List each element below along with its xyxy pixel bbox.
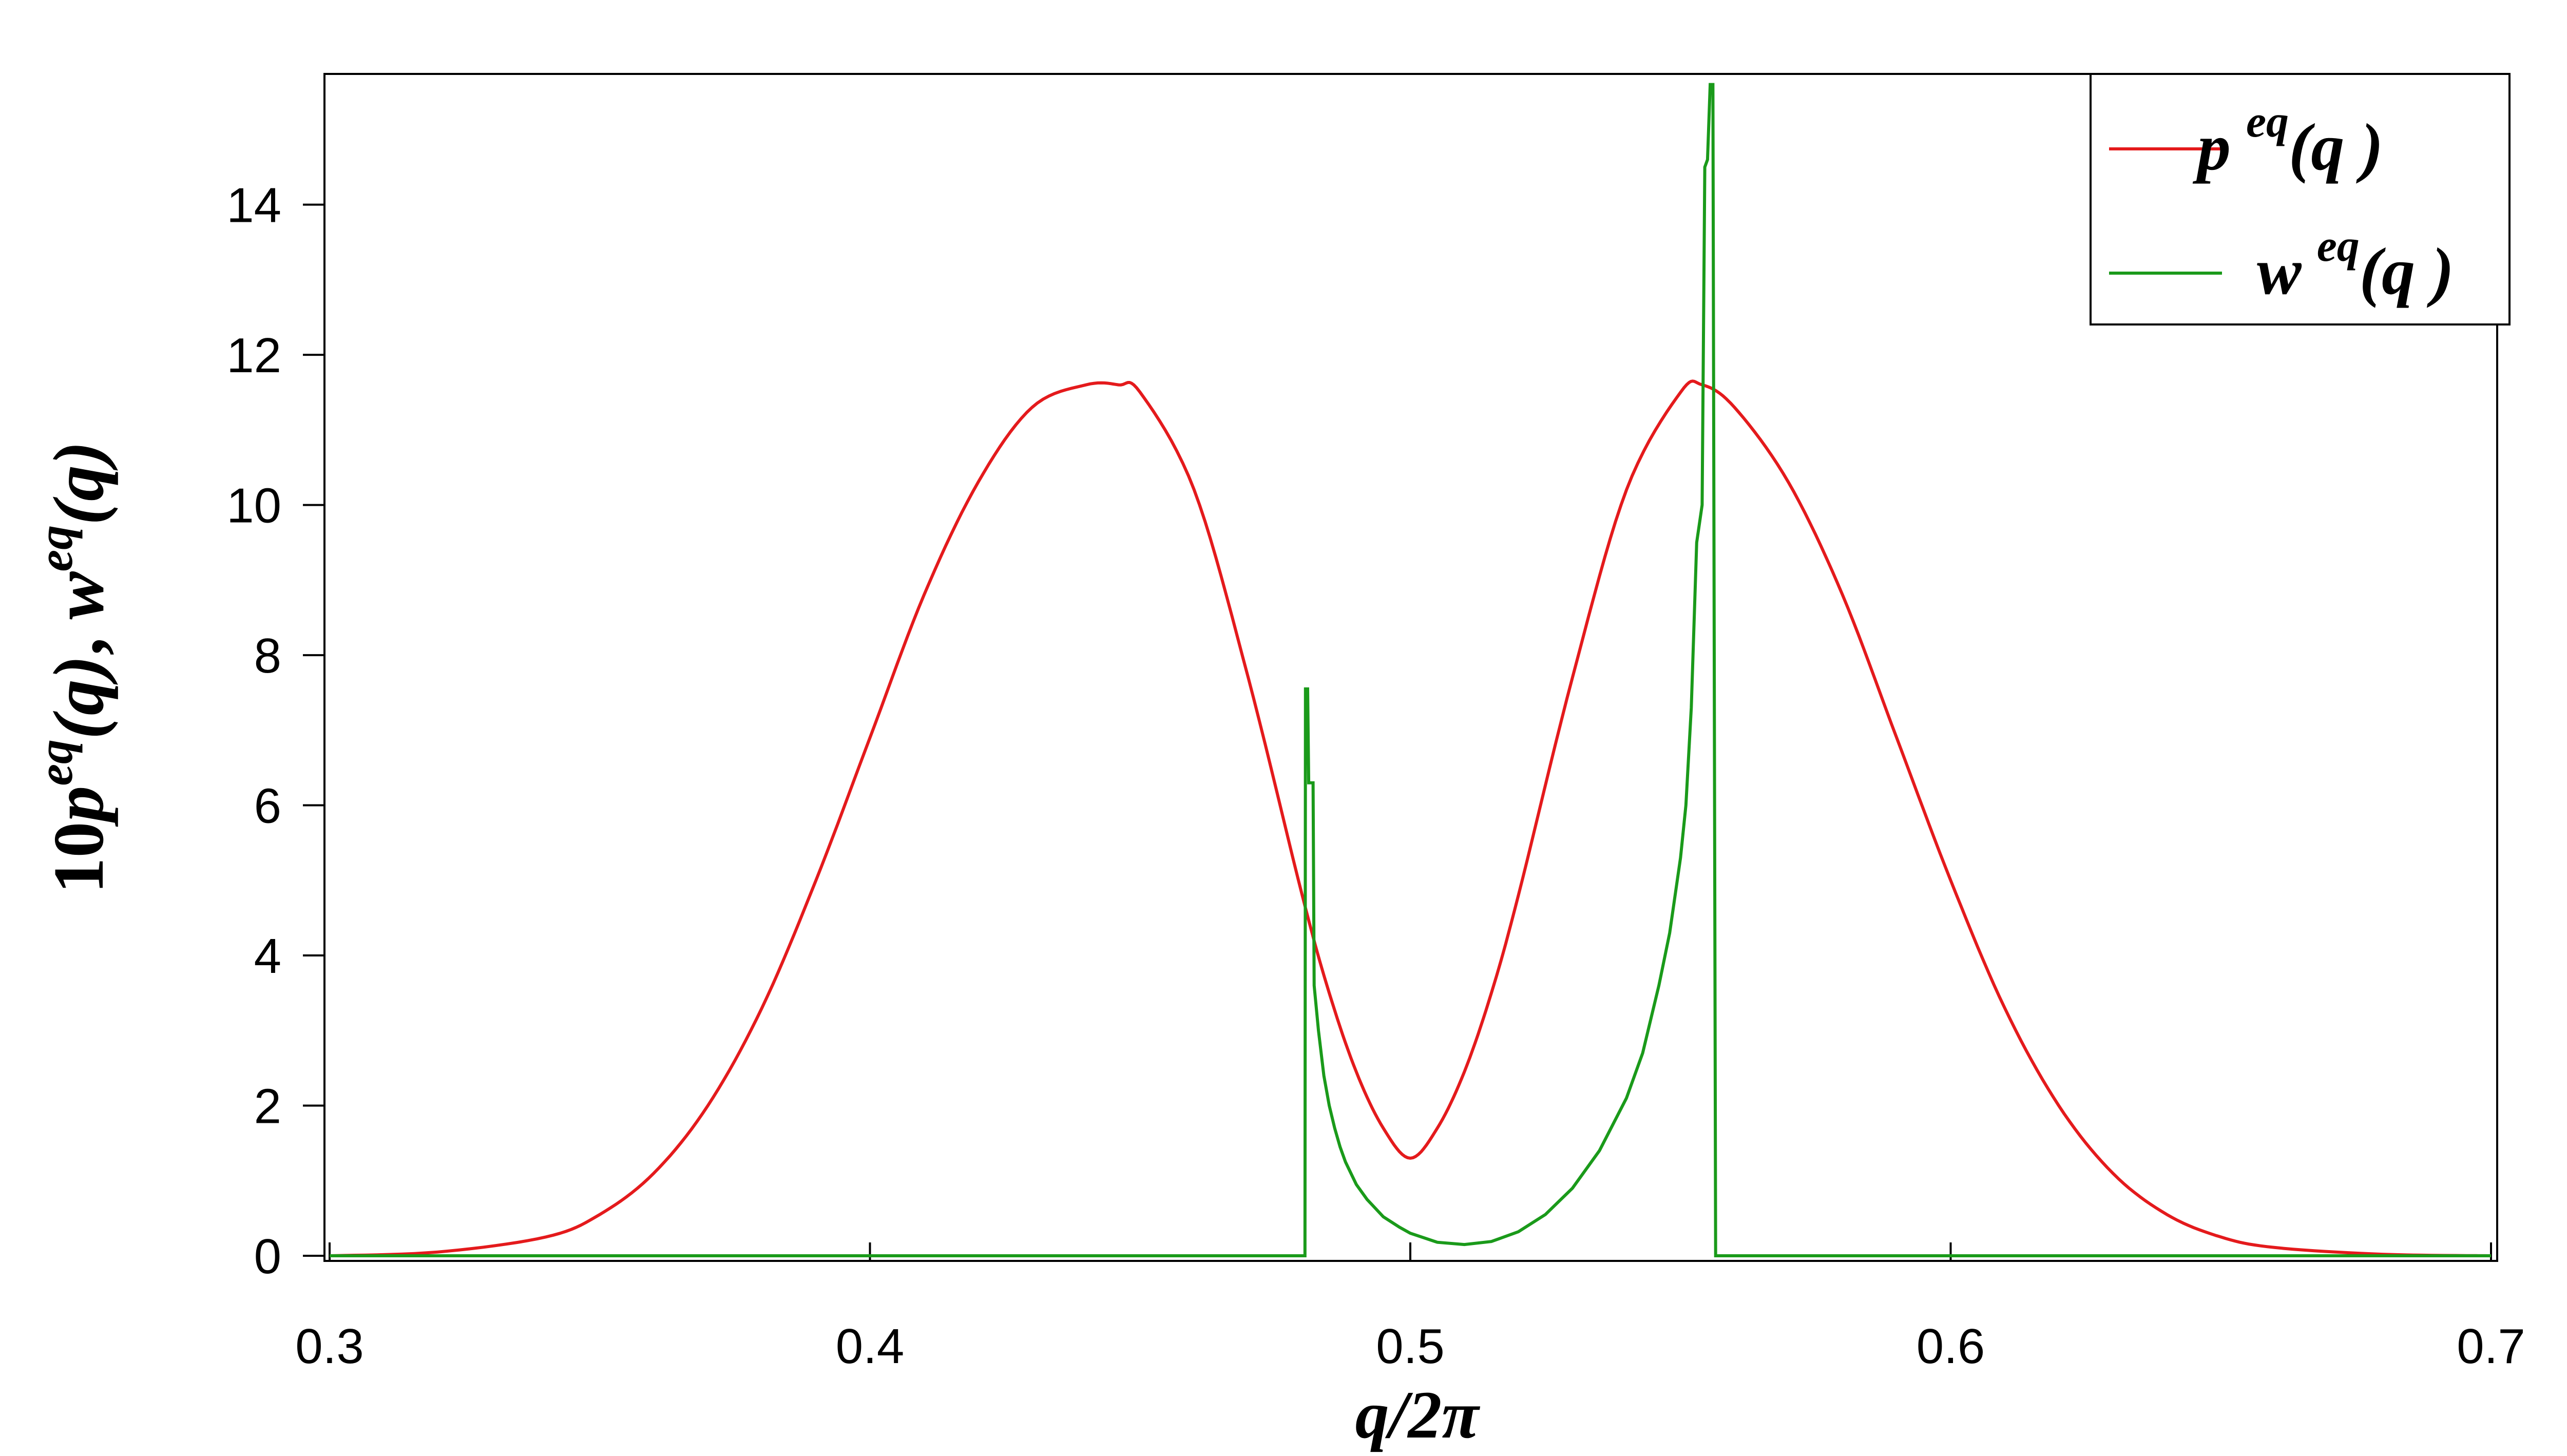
legend-label-w-base: w — [2257, 235, 2302, 309]
y-axis-title: 10peq(q), weq(q) — [28, 441, 119, 893]
y-axis-title-sep: , — [39, 620, 119, 656]
y-axis-title-w: w — [39, 571, 119, 620]
y-tick-label: 6 — [254, 779, 281, 834]
y-axis: 0 2 4 6 8 10 12 14 — [226, 74, 325, 1284]
legend-label-w-sup: eq — [2317, 221, 2360, 271]
legend-label-p-sup: eq — [2246, 97, 2289, 147]
x-axis-title: q/2π — [1355, 1377, 1481, 1452]
y-tick-label: 0 — [254, 1229, 281, 1284]
y-axis-title-p-sup: eq — [28, 739, 83, 786]
legend: p eq(q ) w eq(q ) — [2090, 73, 2511, 325]
legend-label-w: w eq(q ) — [2257, 221, 2454, 309]
x-tick-label: 0.4 — [836, 1319, 904, 1374]
y-tick-label: 14 — [226, 178, 281, 233]
y-tick-label: 8 — [254, 628, 281, 683]
y-axis-title-p: p — [39, 786, 119, 827]
y-tick-label: 10 — [226, 478, 281, 533]
y-tick-label: 2 — [254, 1079, 281, 1134]
y-axis-title-prefix: 10 — [39, 822, 119, 894]
series-line-w-eq — [330, 83, 2491, 1257]
y-axis-title-w-arg: (q) — [39, 441, 119, 525]
x-axis-title-text: q/2π — [1355, 1377, 1481, 1452]
x-tick-label: 0.7 — [2457, 1319, 2525, 1374]
x-tick-label: 0.5 — [1376, 1319, 1444, 1374]
y-tick-label: 4 — [254, 929, 281, 984]
x-tick-label: 0.6 — [1917, 1319, 1985, 1374]
series-line-p-eq — [329, 379, 2492, 1257]
legend-box — [2090, 73, 2511, 325]
series-layer — [329, 83, 2492, 1257]
legend-label-p: p eq(q ) — [2192, 97, 2383, 184]
legend-label-p-base: p — [2192, 110, 2231, 184]
y-axis-title-w-sup: eq — [28, 525, 83, 572]
x-tick-label: 0.3 — [295, 1319, 363, 1374]
x-axis: 0.3 0.4 0.5 0.6 0.7 — [295, 1242, 2525, 1374]
legend-label-w-arg: (q ) — [2360, 235, 2454, 309]
y-axis-title-p-arg: (q) — [39, 656, 119, 739]
legend-label-p-arg: (q ) — [2289, 110, 2383, 184]
y-tick-label: 12 — [226, 328, 281, 383]
